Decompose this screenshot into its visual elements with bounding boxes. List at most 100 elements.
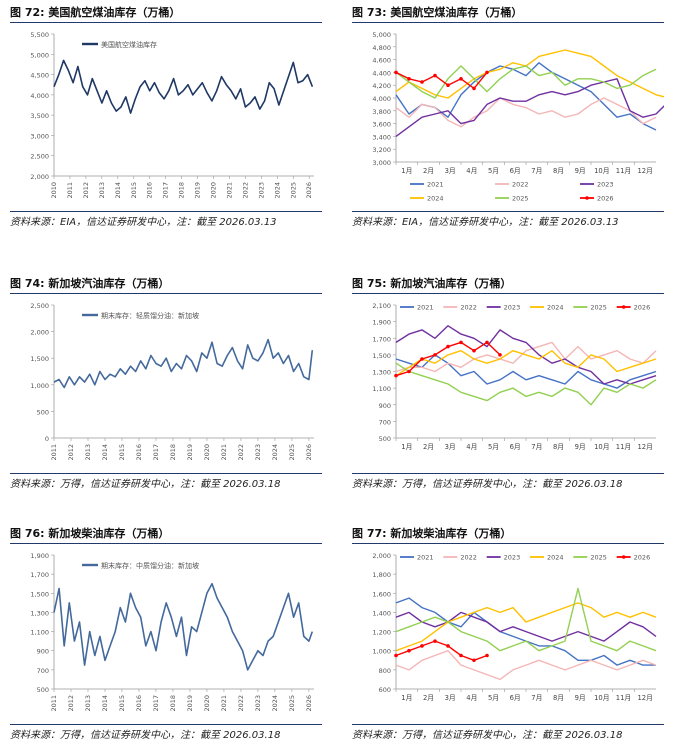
x-tick-label: 8月 xyxy=(553,443,564,451)
x-tick-label: 2020 xyxy=(203,695,211,712)
legend-label-2021: 2021 xyxy=(427,181,444,189)
legend-label-2023: 2023 xyxy=(504,554,521,562)
x-tick-label: 2024 xyxy=(273,182,281,199)
x-tick-label: 2022 xyxy=(237,444,245,461)
legend-label: 美国航空煤油库存 xyxy=(101,40,157,49)
x-tick-label: 7月 xyxy=(531,167,542,175)
y-tick-label: 5,000 xyxy=(372,31,391,39)
series-line-美国航空煤油库存 xyxy=(53,59,314,114)
y-tick-label: 1,500 xyxy=(30,590,49,598)
y-tick-label: 2,500 xyxy=(30,153,49,161)
source-note: 资料来源：万得，信达证券研发中心，注：截至 2026.03.18 xyxy=(352,479,623,490)
y-tick-label: 1,100 xyxy=(372,385,391,393)
x-tick-label: 2025 xyxy=(288,444,296,461)
figure-title: 图 77: 新加坡柴油库存（万桶） xyxy=(352,527,512,540)
legend-label-2026: 2026 xyxy=(634,554,651,562)
legend-label-2024: 2024 xyxy=(547,304,564,312)
figure-title: 图 72: 美国航空煤油库存（万桶） xyxy=(10,6,181,19)
y-tick-label: 500 xyxy=(379,435,391,443)
x-tick-label: 3月 xyxy=(445,167,456,175)
x-tick-label: 2015 xyxy=(118,444,126,461)
y-tick-label: 2,500 xyxy=(30,302,49,310)
source-note: 资料来源：EIA，信达证券研发中心，注：截至 2026.03.13 xyxy=(10,217,277,228)
series-point-2026 xyxy=(485,340,489,345)
y-tick-label: 1,500 xyxy=(30,355,49,363)
x-tick-label: 2021 xyxy=(225,182,233,199)
x-tick-label: 2023 xyxy=(257,182,265,199)
y-tick-label: 900 xyxy=(379,402,391,410)
legend-label: 期末库存：轻质馏分油：新加坡 xyxy=(101,311,199,320)
series-line-2025 xyxy=(395,362,657,406)
x-tick-label: 1月 xyxy=(401,167,412,175)
chart-fig75: 500 700 900 1,100 1,300 1,500 1,700 1,900 2,100 1… xyxy=(372,302,657,451)
x-tick-label: 2012 xyxy=(82,182,90,199)
legend-label-2025: 2025 xyxy=(590,304,607,312)
y-tick-label: 3,000 xyxy=(372,159,391,167)
y-tick-label: 700 xyxy=(37,667,49,675)
y-tick-label: 3,500 xyxy=(30,112,49,120)
x-tick-label: 11月 xyxy=(616,443,631,451)
x-tick-label: 2010 xyxy=(50,182,58,199)
series-line-2026 xyxy=(395,71,488,90)
legend-marker-2026 xyxy=(585,196,589,200)
series-line-2025 xyxy=(395,65,657,99)
legend-label-2026: 2026 xyxy=(597,195,614,203)
y-tick-label: 3,400 xyxy=(372,133,391,141)
title-rule xyxy=(352,543,664,544)
y-tick-label: 1,900 xyxy=(372,319,391,327)
series-line-2025 xyxy=(395,587,657,652)
series-point-2026 xyxy=(472,658,476,663)
legend-label-2023: 2023 xyxy=(504,304,521,312)
y-tick-label: 2,100 xyxy=(372,302,391,310)
x-tick-label: 12月 xyxy=(637,167,652,175)
x-tick-label: 3月 xyxy=(445,694,456,702)
y-tick-label: 1,800 xyxy=(372,571,391,579)
series-line-2026 xyxy=(395,640,488,661)
series-line-2023 xyxy=(395,611,657,642)
source-note: 资料来源：EIA，信达证券研发中心，注：截至 2026.03.13 xyxy=(352,217,619,228)
x-tick-label: 10月 xyxy=(594,443,609,451)
series-point-2026 xyxy=(459,77,463,81)
x-tick-label: 2016 xyxy=(135,444,143,461)
y-tick-label: 2,000 xyxy=(30,173,49,181)
x-tick-label: 2011 xyxy=(50,444,58,461)
legend-label-2021: 2021 xyxy=(417,554,434,562)
series-point-2026 xyxy=(420,644,424,648)
legend-label-2022: 2022 xyxy=(460,554,477,562)
series-line-2022 xyxy=(395,341,657,373)
x-tick-label: 2020 xyxy=(203,444,211,461)
series-point-2026 xyxy=(446,83,450,87)
x-tick-label: 9月 xyxy=(575,443,586,451)
x-tick-label: 10月 xyxy=(594,167,609,175)
panel-fig76: 图 76: 新加坡柴油库存（万桶） 500 700 900 1,100 1,300 1,5… xyxy=(10,525,322,745)
title-rule xyxy=(10,22,322,23)
x-tick-label: 8月 xyxy=(553,167,564,175)
y-tick-label: 5,000 xyxy=(30,51,49,59)
series-point-2026 xyxy=(394,70,398,75)
series-point-2026 xyxy=(394,373,398,378)
x-tick-label: 2014 xyxy=(101,695,109,712)
series-line-2023 xyxy=(395,325,657,385)
x-tick-label: 2026 xyxy=(305,182,313,199)
x-tick-label: 5月 xyxy=(488,694,499,702)
panel-fig74: 图 74: 新加坡汽油库存（万桶） 0 500 1,000 1,500 2,000 2,5… xyxy=(10,275,322,490)
y-tick-label: 3,800 xyxy=(372,108,391,116)
figure-title: 图 75: 新加坡汽油库存（万桶） xyxy=(352,277,512,290)
series-point-2026 xyxy=(459,340,463,345)
series-point-2026 xyxy=(498,353,502,357)
source-note: 资料来源：万得，信达证券研发中心，注：截至 2026.03.18 xyxy=(10,730,281,741)
x-tick-label: 2013 xyxy=(84,695,92,712)
legend-label-2022: 2022 xyxy=(460,304,477,312)
x-tick-label: 7月 xyxy=(531,443,542,451)
x-tick-label: 2022 xyxy=(237,695,245,712)
series-point-2026 xyxy=(472,348,476,353)
x-tick-label: 2017 xyxy=(152,444,160,461)
series-line-2022 xyxy=(395,97,657,128)
chart-fig74: 0 500 1,000 1,500 2,000 2,500 2011 2012 2013 2014… xyxy=(30,302,314,461)
y-tick-label: 5,500 xyxy=(30,31,49,39)
chart-fig73: 3,000 3,200 3,400 3,600 3,800 4,000 4,200 4,400… xyxy=(372,31,670,203)
x-tick-label: 2013 xyxy=(98,182,106,199)
x-tick-label: 5月 xyxy=(488,443,499,451)
x-tick-label: 7月 xyxy=(531,694,542,702)
title-rule xyxy=(10,293,322,294)
